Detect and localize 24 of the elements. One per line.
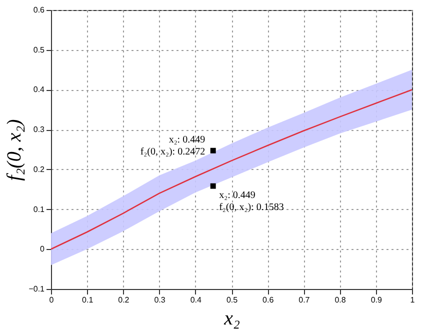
annotation: x₂: 0.449 f₂(0, x₂): 0.1583 (219, 190, 284, 214)
x-tick-label: 0.3 (154, 296, 166, 304)
x-tick-label: 0.8 (334, 296, 346, 304)
x-tick-label: 0.1 (82, 296, 94, 304)
y-tick-label: 0.6 (33, 6, 46, 14)
x-tick-label: 0 (49, 296, 54, 304)
x-tick-label: 1 (410, 296, 416, 304)
y-tick-label: 0 (40, 244, 46, 254)
annotation: x₂: 0.449 f₂(0, x₂): 0.2472 (140, 134, 206, 158)
y-axis-title: f₂(0, x₂) (4, 118, 26, 181)
x-tick-label: 0.6 (262, 296, 274, 304)
y-tick-label: 0.3 (33, 125, 46, 134)
y-tick-label: 0.1 (33, 204, 46, 214)
y-tick-label: 0.5 (33, 45, 46, 54)
y-tick-label: 0.2 (33, 164, 46, 174)
line-series (50, 89, 413, 250)
x-tick-label: 0.7 (298, 296, 310, 304)
x-tick-label: 0.2 (118, 296, 130, 304)
x-tick-label: 0.5 (226, 296, 238, 304)
x-tick-label: 0.4 (190, 296, 202, 304)
y-tick-label: −0.1 (28, 284, 46, 294)
x-tick-label: 0.9 (370, 296, 383, 304)
x-axis-title: x₂ (223, 308, 240, 330)
y-tick-label: 0.4 (33, 85, 46, 94)
